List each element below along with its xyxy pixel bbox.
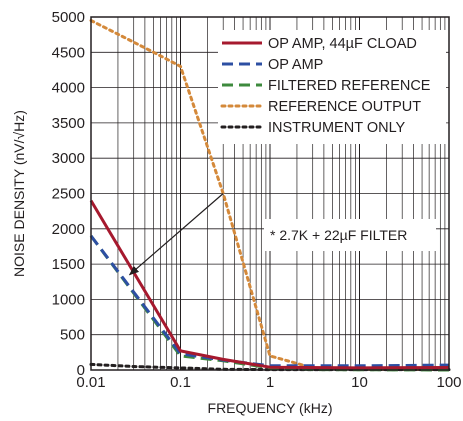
y-tick-label-10: 5000 — [52, 9, 85, 26]
y-tick-label-9: 4500 — [52, 44, 85, 61]
legend-label-0: OP AMP, 44µF CLOAD — [268, 36, 417, 52]
legend: OP AMP, 44µF CLOAD OP AMP FILTERED REFEREN… — [218, 30, 446, 144]
y-tick-label-5: 2500 — [52, 186, 85, 203]
legend-label-3: REFERENCE OUTPUT — [268, 99, 421, 115]
x-tick-label-1: 0.1 — [170, 374, 191, 391]
legend-label-1: OP AMP — [268, 57, 323, 73]
y-axis-ticks: 0 500 1000 1500 2000 2500 3000 3500 4000 4500 5000 — [52, 9, 85, 379]
y-tick-label-8: 4000 — [52, 80, 85, 97]
annotation: * 2.7K + 22µF FILTER — [128, 193, 436, 276]
annotation-box — [264, 219, 436, 251]
y-tick-label-7: 3500 — [52, 115, 85, 132]
legend-label-2: FILTERED REFERENCE — [268, 78, 431, 94]
x-tick-label-2: 1 — [266, 374, 274, 391]
legend-background — [218, 30, 446, 144]
y-tick-label-0: 0 — [77, 362, 85, 379]
plot-frame — [90, 16, 450, 371]
annotation-arrow — [128, 193, 224, 276]
x-tick-label-3: 10 — [351, 374, 368, 391]
y-tick-label-4: 2000 — [52, 221, 85, 238]
legend-label-4: INSTRUMENT ONLY — [268, 120, 406, 136]
y-tick-label-2: 1000 — [52, 291, 85, 308]
x-tick-label-0: 0.01 — [76, 374, 105, 391]
x-axis-ticks: 0.01 0.1 1 10 100 — [76, 374, 461, 391]
annotation-text: * 2.7K + 22µF FILTER — [270, 227, 407, 243]
x-axis-title: FREQUENCY (kHz) — [208, 400, 333, 416]
x-tick-label-4: 100 — [436, 374, 461, 391]
y-tick-label-6: 3000 — [52, 150, 85, 167]
series-line-0 — [89, 199, 450, 370]
y-axis-title: NOISE DENSITY (nV/√Hz) — [11, 110, 27, 277]
y-tick-label-1: 500 — [60, 327, 85, 344]
series-lines — [89, 19, 451, 372]
y-tick-label-3: 1500 — [52, 256, 85, 273]
